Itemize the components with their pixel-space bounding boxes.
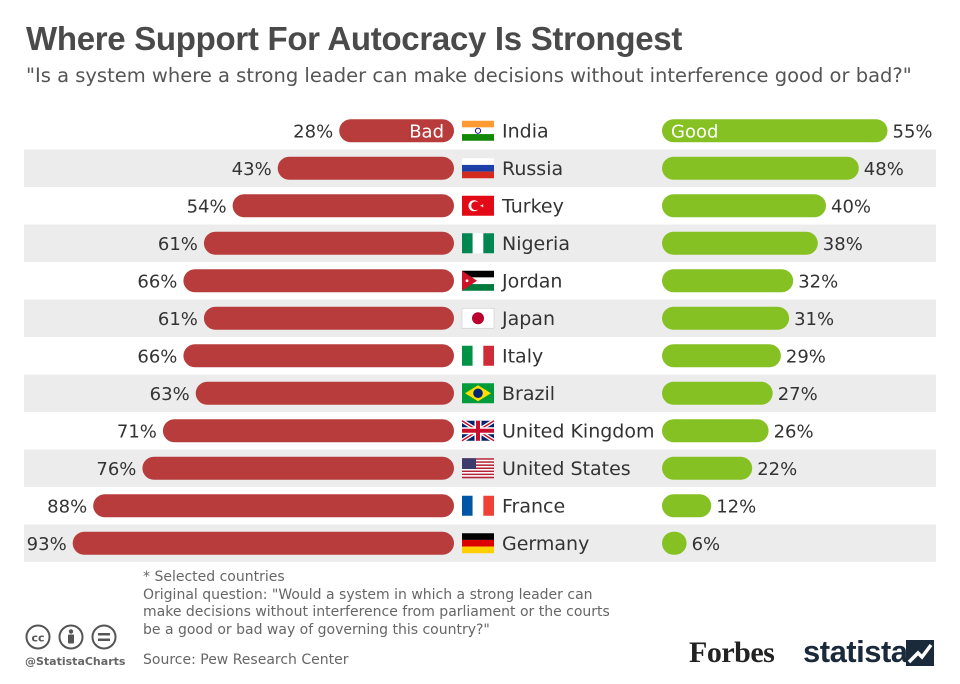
bad-bar-india xyxy=(339,119,454,143)
country-label-brazil: Brazil xyxy=(502,383,555,405)
bad-bar-russia xyxy=(277,156,454,180)
bad-bar-turkey xyxy=(232,194,454,218)
bad-value-label-jordan: 66% xyxy=(137,271,177,292)
bad-value-label-italy: 66% xyxy=(137,346,177,367)
bad-value-label-brazil: 63% xyxy=(150,384,190,405)
good-value-label-japan: 31% xyxy=(794,309,834,330)
good-bar-germany xyxy=(662,531,687,555)
good-value-label-united-kingdom: 26% xyxy=(774,421,814,442)
good-bar-india xyxy=(662,119,888,143)
country-label-jordan: Jordan xyxy=(501,270,562,292)
cc-icon: cc xyxy=(25,624,51,650)
good-value-label-nigeria: 38% xyxy=(823,234,863,255)
country-label-united-kingdom: United Kingdom xyxy=(502,420,655,442)
good-value-label-france: 12% xyxy=(716,496,756,517)
flag-united-kingdom-icon xyxy=(460,419,496,443)
bad-bar-france xyxy=(93,494,454,518)
good-value-label-turkey: 40% xyxy=(831,196,871,217)
bad-bar-germany xyxy=(72,531,454,555)
country-label-italy: Italy xyxy=(502,345,543,367)
bad-value-label-turkey: 54% xyxy=(187,196,227,217)
flag-jordan-icon xyxy=(462,270,494,291)
bad-value-label-nigeria: 61% xyxy=(158,234,198,255)
flag-france-icon xyxy=(462,495,494,516)
good-value-label-germany: 6% xyxy=(692,534,721,555)
bad-bar-brazil xyxy=(195,381,454,405)
good-bar-jordan xyxy=(662,269,794,293)
flag-italy-icon xyxy=(462,345,494,366)
flag-turkey-icon xyxy=(462,195,494,216)
bad-bar-united-states xyxy=(142,456,454,480)
country-label-india: India xyxy=(502,120,549,142)
flag-germany-icon xyxy=(462,533,494,554)
forbes-logo: Forbes xyxy=(689,636,775,669)
flag-russia-icon xyxy=(462,158,494,179)
statista-logo: statista xyxy=(803,634,908,669)
diverging-bar-chart: 28% 55% India Bad Good 43% 48% Russia 54% 40% Turk… xyxy=(24,119,936,562)
bad-value-label-india: 28% xyxy=(293,121,333,142)
source-note: Source: Pew Research Center xyxy=(143,652,349,668)
legend-good: Good xyxy=(671,121,718,142)
bad-value-label-japan: 61% xyxy=(158,309,198,330)
country-label-united-states: United States xyxy=(502,458,631,480)
statista-handle: @StatistaCharts xyxy=(25,655,126,668)
flag-japan-icon xyxy=(461,307,495,329)
svg-text:cc: cc xyxy=(31,632,44,645)
good-bar-turkey xyxy=(662,194,826,218)
good-bar-russia xyxy=(662,156,859,180)
bad-value-label-france: 88% xyxy=(47,496,87,517)
good-bar-brazil xyxy=(662,381,773,405)
statista-mark-icon xyxy=(906,640,934,666)
good-bar-nigeria xyxy=(662,231,818,255)
country-label-turkey: Turkey xyxy=(501,195,564,217)
good-bar-united-states xyxy=(662,456,753,480)
bad-bar-italy xyxy=(183,344,454,368)
license-icons: cc xyxy=(25,624,117,650)
country-label-germany: Germany xyxy=(502,533,589,555)
good-value-label-india: 55% xyxy=(893,121,933,142)
chart-title: Where Support For Autocracy Is Strongest xyxy=(26,20,683,57)
footnote-question: Original question: "Would a system in wh… xyxy=(143,586,610,638)
country-label-russia: Russia xyxy=(502,158,563,180)
country-label-france: France xyxy=(502,495,565,517)
bad-bar-jordan xyxy=(183,269,454,293)
chart-subtitle: "Is a system where a strong leader can m… xyxy=(26,64,912,87)
country-label-nigeria: Nigeria xyxy=(502,233,570,255)
flag-nigeria-icon xyxy=(462,233,494,254)
footnotes: * Selected countries Original question: … xyxy=(143,569,663,639)
good-value-label-jordan: 32% xyxy=(798,271,838,292)
good-bar-france xyxy=(662,494,712,518)
bad-value-label-united-kingdom: 71% xyxy=(117,421,157,442)
footnote-selected: * Selected countries xyxy=(143,569,285,585)
good-value-label-italy: 29% xyxy=(786,346,826,367)
flag-india-icon xyxy=(462,120,494,141)
attribution-icon xyxy=(58,624,84,650)
bad-value-label-russia: 43% xyxy=(232,159,272,180)
good-bar-japan xyxy=(662,306,790,330)
bad-bar-japan xyxy=(203,306,454,330)
flag-united-states-icon xyxy=(462,458,494,479)
bad-value-label-united-states: 76% xyxy=(96,459,136,480)
legend-bad: Bad xyxy=(409,121,444,142)
flag-brazil-icon xyxy=(462,383,494,404)
bad-bar-nigeria xyxy=(203,231,454,255)
good-value-label-russia: 48% xyxy=(864,159,904,180)
bad-value-label-germany: 93% xyxy=(27,534,67,555)
no-derivatives-icon xyxy=(91,624,117,650)
good-value-label-brazil: 27% xyxy=(778,384,818,405)
bad-bar-united-kingdom xyxy=(162,419,454,443)
good-bar-italy xyxy=(662,344,781,368)
good-bar-united-kingdom xyxy=(662,419,769,443)
country-label-japan: Japan xyxy=(501,308,555,330)
good-value-label-united-states: 22% xyxy=(757,459,797,480)
